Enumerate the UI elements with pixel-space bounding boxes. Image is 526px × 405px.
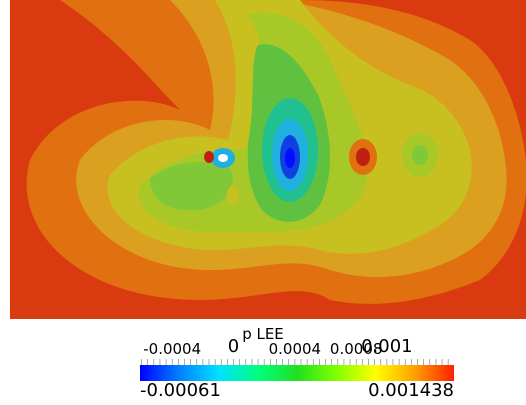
colorbar-gradient bbox=[140, 365, 454, 381]
colorbar-tick-label: 0 bbox=[227, 336, 240, 357]
colorbar-tick-label: 0.0008 bbox=[329, 340, 383, 358]
colorbar-range-max: 0.001438 bbox=[368, 380, 454, 401]
colorbar-tick-label: 0.0004 bbox=[268, 340, 322, 358]
colorbar bbox=[140, 359, 454, 381]
colorbar-range-min: -0.00061 bbox=[140, 380, 221, 401]
colorbar-tick-label: 0.001 bbox=[361, 336, 413, 357]
colorbar-title: p LEE bbox=[242, 325, 284, 343]
colorbar-tick-label: -0.0004 bbox=[143, 340, 202, 358]
pressure-contour-field bbox=[10, 0, 526, 319]
